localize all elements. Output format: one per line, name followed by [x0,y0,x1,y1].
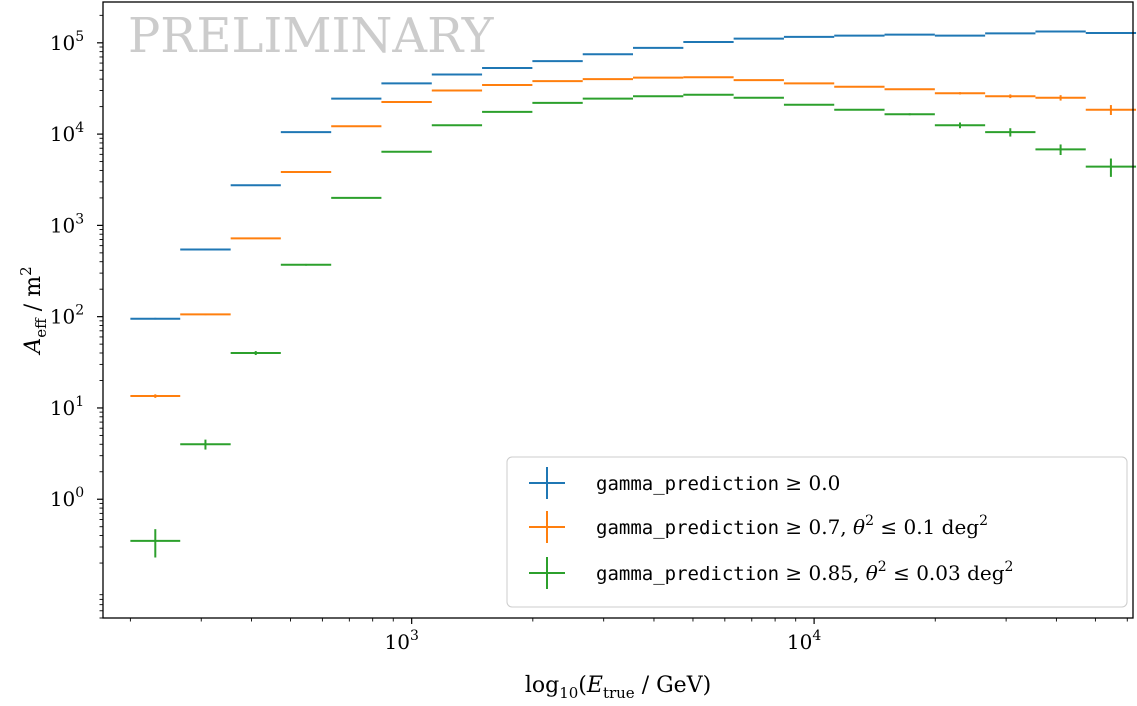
x-tick-label: 104 [787,628,821,654]
y-tick-label: 105 [50,29,84,55]
y-axis-label: Aeff / m2 [17,266,50,355]
legend-box [506,456,1128,608]
y-tick-label: 100 [50,485,84,511]
plot-frame [102,1,1134,619]
y-tick-label: 101 [50,394,84,420]
plot-marks [130,30,1137,558]
y-tick-label: 102 [50,303,84,329]
legend-entry-label: gamma_prediction ≥ 0.7, θ2 ≤ 0.1 deg2 [596,513,988,539]
series-1 [130,76,1137,398]
legend: gamma_prediction ≥ 0.0 gamma_prediction ≥… [506,456,1128,608]
y-tick-label: 103 [50,211,84,237]
axes: 103 104 100 101 102 103 104 105 log10(Etrue / Ge… [17,14,1128,702]
x-axis-label: log10(Etrue / GeV) [525,673,711,702]
series-0 [130,30,1137,320]
y-tick-label: 104 [50,120,84,146]
legend-entry-label: gamma_prediction ≥ 0.85, θ2 ≤ 0.03 deg2 [596,559,1013,585]
x-tick-label: 103 [384,628,418,654]
preliminary-watermark: PRELIMINARY [128,8,495,64]
legend-entry-label: gamma_prediction ≥ 0.0 [596,471,840,495]
series-2 [130,93,1137,558]
